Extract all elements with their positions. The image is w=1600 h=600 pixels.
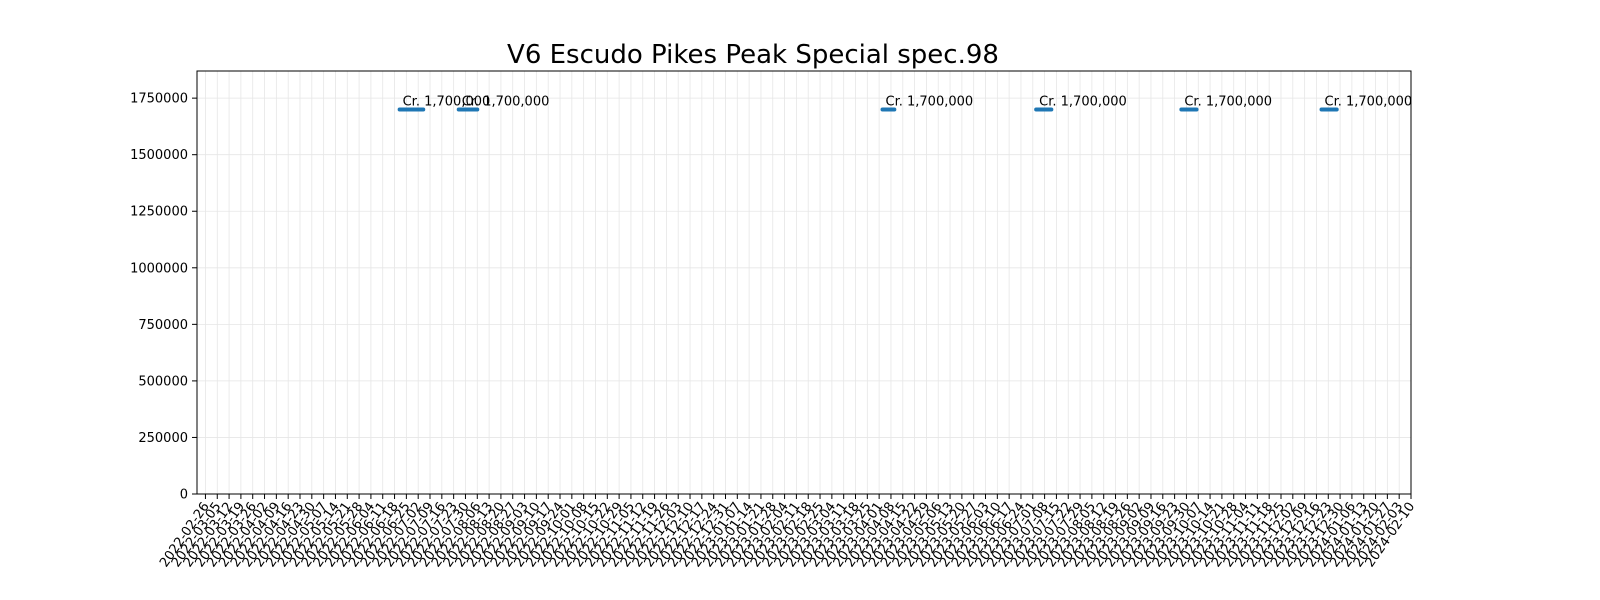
chart-title: V6 Escudo Pikes Peak Special spec.98 [507,40,999,70]
price-annotation: Cr. 1,700,000 [1184,94,1272,109]
y-axis: 0 250000 500000 750000 1000000 1250000 1500000… [130,92,197,503]
y-tick-label: 750000 [138,318,188,333]
x-axis: 2022-02-262022-03-052022-03-122022-03-19… [157,494,1418,570]
y-tick-label: 1250000 [130,205,188,220]
y-tick-label: 250000 [138,431,188,446]
grid [197,71,1412,495]
price-annotation: Cr. 1,700,000 [403,94,491,109]
price-annotation: Cr. 1,700,000 [1039,94,1127,109]
y-tick-label: 1500000 [130,148,188,163]
plot-frame [196,70,1412,495]
price-annotation: Cr. 1,700,000 [886,94,974,109]
y-tick-label: 0 [180,488,188,503]
y-tick-label: 500000 [138,374,188,389]
y-tick-label: 1750000 [130,92,188,107]
y-tick-label: 1000000 [130,261,188,276]
price-annotation: Cr. 1,700,000 [462,94,550,109]
price-annotation: Cr. 1,700,000 [1325,94,1413,109]
